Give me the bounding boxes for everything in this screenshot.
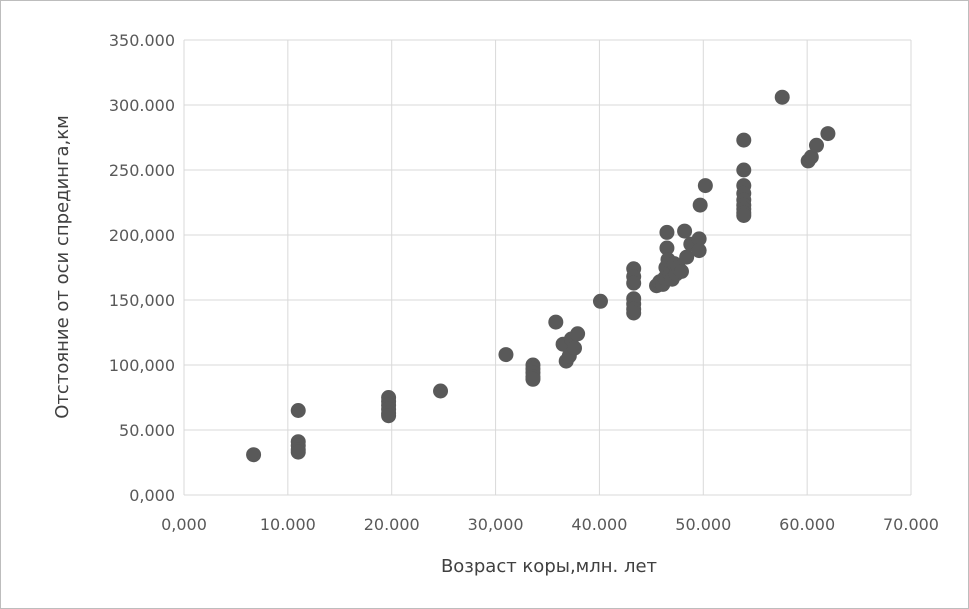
data-point bbox=[626, 275, 642, 291]
x-tick-label: 30,000 bbox=[468, 515, 524, 534]
data-point bbox=[697, 178, 713, 194]
data-point bbox=[246, 447, 262, 463]
data-point bbox=[525, 371, 541, 387]
data-point bbox=[803, 149, 819, 165]
data-points bbox=[246, 89, 836, 463]
data-point bbox=[808, 137, 824, 153]
x-tick-label: 40.000 bbox=[571, 515, 627, 534]
data-point bbox=[433, 383, 449, 399]
y-tick-label: 300.000 bbox=[109, 96, 175, 115]
y-tick-label: 0,000 bbox=[129, 486, 175, 505]
data-point bbox=[498, 347, 514, 363]
data-point bbox=[290, 444, 306, 460]
y-tick-label: 250.000 bbox=[109, 161, 175, 180]
y-tick-label: 100,000 bbox=[109, 356, 175, 375]
data-point bbox=[626, 305, 642, 321]
y-tick-label: 350.000 bbox=[109, 31, 175, 50]
data-point bbox=[820, 126, 836, 142]
data-point bbox=[736, 132, 752, 148]
data-point bbox=[592, 293, 608, 309]
x-tick-label: 20.000 bbox=[364, 515, 420, 534]
data-point bbox=[548, 314, 564, 330]
data-point bbox=[736, 208, 752, 223]
x-tick-labels: 0,000 10.000 20.000 30,000 40.000 50.000 60.00… bbox=[161, 515, 939, 534]
data-point bbox=[679, 249, 695, 265]
data-point bbox=[774, 89, 790, 105]
data-point bbox=[677, 223, 693, 239]
x-tick-label: 70.000 bbox=[883, 515, 939, 534]
y-tick-label: 150,000 bbox=[109, 291, 175, 310]
data-point bbox=[381, 408, 397, 424]
data-point bbox=[290, 403, 306, 418]
x-axis-title: Возраст коры,млн. лет bbox=[441, 556, 657, 577]
data-point bbox=[567, 340, 583, 356]
data-point bbox=[659, 224, 675, 240]
x-tick-label: 10.000 bbox=[260, 515, 316, 534]
data-point bbox=[691, 231, 707, 247]
data-point bbox=[736, 162, 752, 178]
y-tick-label: 200,000 bbox=[109, 226, 175, 245]
data-point bbox=[659, 240, 675, 256]
x-tick-label: 0,000 bbox=[161, 515, 207, 534]
grid bbox=[183, 39, 912, 496]
y-tick-label: 50.000 bbox=[119, 421, 175, 440]
y-tick-labels: 0,000 50.000 100,000 150,000 200,000 250.000 3… bbox=[109, 31, 175, 505]
x-tick-label: 50.000 bbox=[675, 515, 731, 534]
data-point bbox=[673, 263, 689, 279]
x-tick-label: 60.000 bbox=[779, 515, 835, 534]
data-point bbox=[692, 197, 708, 213]
y-axis-title: Отстояние от оси спрединга,км bbox=[52, 115, 73, 418]
data-point bbox=[570, 326, 586, 342]
data-point bbox=[691, 243, 707, 259]
